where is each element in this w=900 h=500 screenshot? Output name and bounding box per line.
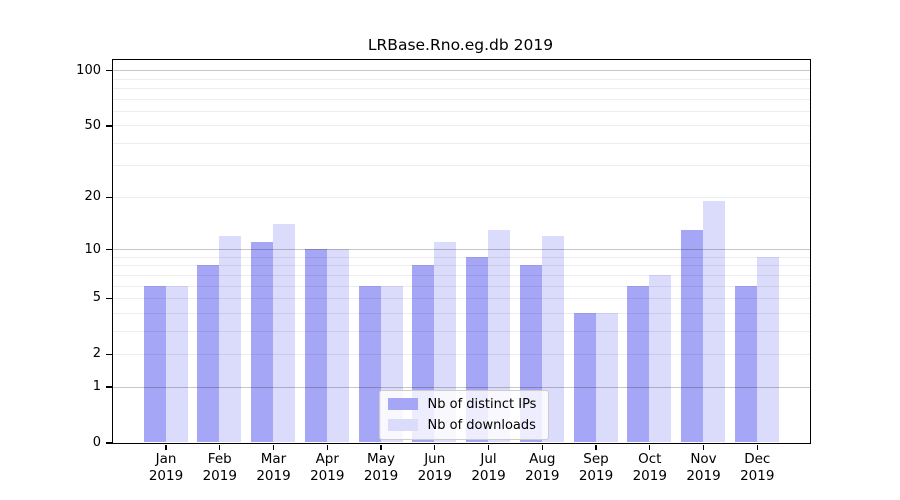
bar-distinct-ips [734,285,757,443]
y-tick [106,196,112,199]
y-tick [106,442,112,444]
plot-area: Nb of distinct IPs Nb of downloads [111,58,811,444]
y-tick-label: 2 [92,346,101,362]
bar-distinct-ips [304,249,327,443]
x-tick [272,444,275,450]
y-tick-label: 50 [84,117,101,133]
bar-distinct-ips [681,229,703,443]
bar-downloads [595,312,618,443]
y-tick [106,353,112,356]
y-tick-label: 10 [84,241,101,257]
y-tick [106,248,112,251]
bar-distinct-ips [573,312,596,443]
bar-downloads [273,224,295,443]
y-tick-label: 100 [76,62,101,78]
x-tick-label: Dec 2019 [740,451,775,484]
bars-layer [113,60,810,443]
bar-distinct-ips [358,285,381,443]
x-tick [487,444,490,450]
x-tick-label: Sep 2019 [578,451,614,484]
x-tick [702,444,705,450]
x-tick [541,444,543,450]
y-tick [106,125,112,127]
x-tick-label: Oct 2019 [632,451,667,484]
y-tick-label: 20 [84,189,101,205]
bar-downloads [649,274,672,443]
x-tick [219,444,221,450]
x-tick [380,444,382,450]
x-tick-label: Jun 2019 [417,451,452,484]
x-tick-label: May 2019 [363,451,399,484]
y-tick-label: 0 [92,435,101,450]
x-tick-label: Mar 2019 [256,451,291,484]
legend-label-downloads: Nb of downloads [427,417,536,433]
legend-swatch-downloads [387,419,418,431]
bar-downloads [165,285,188,443]
legend-swatch-distinct-ips [387,398,418,410]
legend-label-distinct-ips: Nb of distinct IPs [427,396,537,412]
y-tick [106,297,112,300]
bar-downloads [756,256,779,443]
legend: Nb of distinct IPs Nb of downloads [378,389,550,440]
x-tick [165,444,167,450]
x-tick [434,444,436,450]
x-tick [649,444,651,450]
x-tick [326,444,328,450]
x-tick-label: Jan 2019 [148,451,184,484]
legend-item-distinct-ips: Nb of distinct IPs [387,396,537,412]
x-tick-label: Apr 2019 [310,451,345,484]
bar-distinct-ips [197,265,220,443]
y-tick-label: 1 [92,379,101,395]
x-tick-label: Nov 2019 [686,451,721,484]
bar-downloads [326,249,349,443]
chart-title: LRBase.Rno.eg.db 2019 [367,36,554,54]
x-tick [595,444,597,450]
y-tick-label: 5 [92,290,101,306]
x-tick-label: Aug 2019 [525,451,560,484]
bar-distinct-ips [143,285,166,443]
y-tick [106,70,112,72]
x-tick-label: Jul 2019 [471,451,506,484]
x-tick-label: Feb 2019 [202,451,237,484]
x-tick [756,444,758,450]
bar-downloads [703,200,725,443]
bar-downloads [219,235,242,443]
bar-downloads [488,229,510,443]
bar-distinct-ips [627,285,650,443]
legend-item-downloads: Nb of downloads [387,417,537,433]
y-tick [106,386,112,388]
bar-distinct-ips [251,242,273,443]
